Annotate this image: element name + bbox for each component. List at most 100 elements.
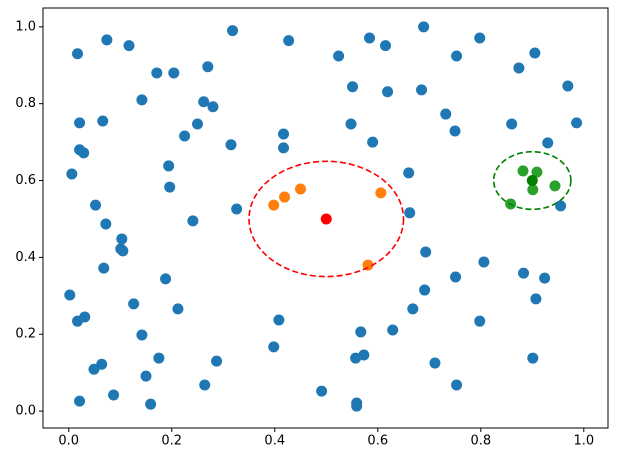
point [225, 139, 237, 151]
point [403, 167, 415, 179]
point [517, 165, 529, 177]
point [136, 329, 148, 341]
point [345, 118, 357, 130]
point [555, 200, 567, 212]
point [513, 62, 525, 74]
point [98, 262, 110, 274]
point [382, 86, 394, 98]
radius-circle [492, 150, 572, 211]
y-tick-label: 0.2 [15, 327, 36, 342]
point [333, 50, 345, 62]
point [474, 32, 486, 44]
point [74, 395, 86, 407]
point [192, 118, 204, 130]
point [316, 385, 328, 397]
x-tick-label: 0.6 [367, 434, 388, 449]
point [117, 245, 129, 257]
point [116, 233, 128, 245]
point [358, 349, 370, 361]
point [440, 108, 452, 120]
point [450, 271, 462, 283]
point [375, 187, 387, 199]
point [145, 398, 157, 410]
point [199, 379, 211, 391]
point [268, 199, 280, 211]
point [387, 324, 399, 336]
point [419, 284, 431, 296]
point [506, 118, 518, 130]
point [418, 21, 430, 33]
point [88, 363, 100, 375]
x-tick-label: 0.8 [470, 434, 491, 449]
point [268, 341, 280, 353]
point [549, 180, 561, 192]
point [571, 117, 583, 129]
point [128, 298, 140, 310]
y-tick-label: 0.0 [15, 404, 36, 419]
point [542, 137, 554, 149]
point [172, 303, 184, 315]
point [231, 203, 243, 215]
y-tick-label: 0.8 [15, 96, 36, 111]
point [207, 101, 219, 113]
point [478, 256, 490, 268]
point [164, 181, 176, 193]
point [429, 357, 441, 369]
y-tick-label: 1.0 [15, 19, 36, 34]
point [283, 35, 295, 47]
point [278, 142, 290, 154]
point [151, 67, 163, 79]
point [295, 183, 307, 195]
point [380, 40, 392, 52]
y-tick-label: 0.6 [15, 173, 36, 188]
point [449, 125, 461, 137]
point [416, 84, 428, 96]
point [64, 289, 76, 301]
point [562, 80, 574, 92]
point [451, 50, 463, 62]
point [72, 48, 84, 60]
point [108, 389, 120, 401]
point [66, 168, 78, 180]
point [279, 191, 291, 203]
point [160, 273, 172, 285]
point [163, 160, 175, 172]
point [136, 94, 148, 106]
point [278, 128, 290, 140]
point [530, 293, 542, 305]
point [364, 32, 376, 44]
point [74, 117, 86, 129]
plot-frame [42, 7, 609, 429]
point [153, 352, 165, 364]
point [198, 96, 210, 108]
point [227, 25, 239, 37]
point [168, 67, 180, 79]
point [320, 213, 332, 225]
point [529, 47, 541, 59]
radius-circle [248, 160, 405, 278]
point [407, 303, 419, 315]
point [90, 199, 102, 211]
point [527, 184, 539, 196]
point [211, 355, 223, 367]
point [101, 34, 113, 46]
x-tick-label: 0.4 [264, 434, 285, 449]
point [527, 352, 539, 364]
point [347, 81, 359, 93]
point [187, 215, 199, 227]
point [420, 246, 432, 258]
point [474, 315, 486, 327]
point [451, 379, 463, 391]
x-tick-label: 0.2 [161, 434, 182, 449]
point [526, 175, 538, 187]
point [367, 136, 379, 148]
point [539, 272, 551, 284]
point [531, 166, 543, 178]
point [123, 40, 135, 52]
x-tick-label: 1.0 [573, 434, 594, 449]
point [404, 207, 416, 219]
point [202, 61, 214, 73]
point [140, 370, 152, 382]
point [518, 267, 530, 279]
